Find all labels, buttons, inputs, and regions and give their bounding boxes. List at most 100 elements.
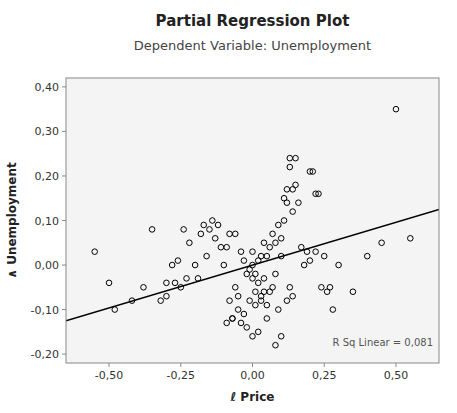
point (255, 280, 261, 286)
point (244, 271, 250, 277)
point (232, 284, 238, 290)
point (307, 258, 313, 264)
point (336, 262, 342, 268)
point (276, 307, 282, 313)
x-tick-label: 0,00 (240, 369, 265, 382)
y-tick (62, 354, 66, 355)
x-tick (324, 363, 325, 367)
plot-area (66, 78, 439, 363)
point (207, 227, 213, 233)
point (327, 284, 333, 290)
point (198, 231, 204, 237)
point (270, 284, 276, 290)
point (112, 307, 118, 313)
point (221, 262, 227, 268)
point (284, 298, 290, 304)
point (106, 280, 112, 286)
point (253, 302, 259, 308)
x-tick-label: -0,25 (167, 369, 195, 382)
y-tick-label: 0,00 (35, 259, 60, 272)
y-axis-label: ∧ Unemployment (5, 162, 19, 279)
point (287, 164, 293, 170)
point (232, 231, 238, 237)
point (250, 249, 256, 255)
chart: Partial Regression PlotDependent Variabl… (0, 0, 457, 413)
point (261, 276, 267, 282)
point (284, 200, 290, 206)
point (141, 284, 147, 290)
point (264, 302, 270, 308)
point (149, 227, 155, 233)
point (241, 311, 247, 317)
plot-frame (66, 78, 439, 363)
point (92, 249, 98, 255)
point (350, 289, 356, 295)
y-tick (62, 265, 66, 266)
point (287, 155, 293, 161)
annotation: R Sq Linear = 0,081 (333, 337, 433, 348)
data-layer (66, 106, 439, 348)
point (253, 271, 259, 277)
point (224, 244, 230, 250)
point (284, 187, 290, 193)
point (253, 289, 259, 295)
point (255, 329, 261, 335)
point (215, 222, 221, 228)
point (278, 236, 284, 242)
point (278, 333, 284, 339)
point (321, 253, 327, 259)
point (293, 155, 299, 161)
point (290, 293, 296, 299)
y-tick (62, 175, 66, 176)
point (235, 307, 241, 313)
x-tick-label: -0,50 (95, 369, 123, 382)
y-tick-label: -0,10 (31, 304, 59, 317)
point (273, 342, 279, 348)
point (235, 293, 241, 299)
point (261, 240, 267, 246)
point (247, 298, 253, 304)
x-tick-label: 0,25 (312, 369, 337, 382)
point (181, 227, 187, 233)
y-tick-label: 0,10 (35, 215, 60, 228)
point (158, 298, 164, 304)
point (169, 262, 175, 268)
point (250, 333, 256, 339)
x-tick (395, 363, 396, 367)
title: Partial Regression Plot (156, 12, 350, 30)
point (172, 280, 178, 286)
point (261, 289, 267, 295)
point (164, 280, 170, 286)
y-tick-label: 0,30 (35, 125, 60, 138)
point (290, 187, 296, 193)
x-axis-label: ℓ Price (230, 390, 275, 404)
point (201, 222, 207, 228)
x-tick-label: 0,50 (384, 369, 409, 382)
point (273, 240, 279, 246)
point (379, 240, 385, 246)
point (238, 249, 244, 255)
point (227, 298, 233, 304)
point (264, 253, 270, 259)
point (192, 262, 198, 268)
regression-line (66, 209, 439, 320)
point (313, 249, 319, 255)
y-tick-label: 0,20 (35, 170, 60, 183)
x-tick (252, 363, 253, 367)
point (227, 231, 233, 237)
y-tick-label: 0,40 (35, 81, 60, 94)
point (287, 284, 293, 290)
point (238, 320, 244, 326)
point (244, 325, 250, 331)
y-tick-label: -0,20 (31, 348, 59, 361)
point (224, 320, 230, 326)
point (393, 106, 399, 112)
point (184, 276, 190, 282)
point (175, 258, 181, 264)
point (307, 169, 313, 175)
x-tick (180, 363, 181, 367)
point (241, 258, 247, 264)
point (290, 209, 296, 215)
point (187, 240, 193, 246)
point (230, 316, 236, 322)
